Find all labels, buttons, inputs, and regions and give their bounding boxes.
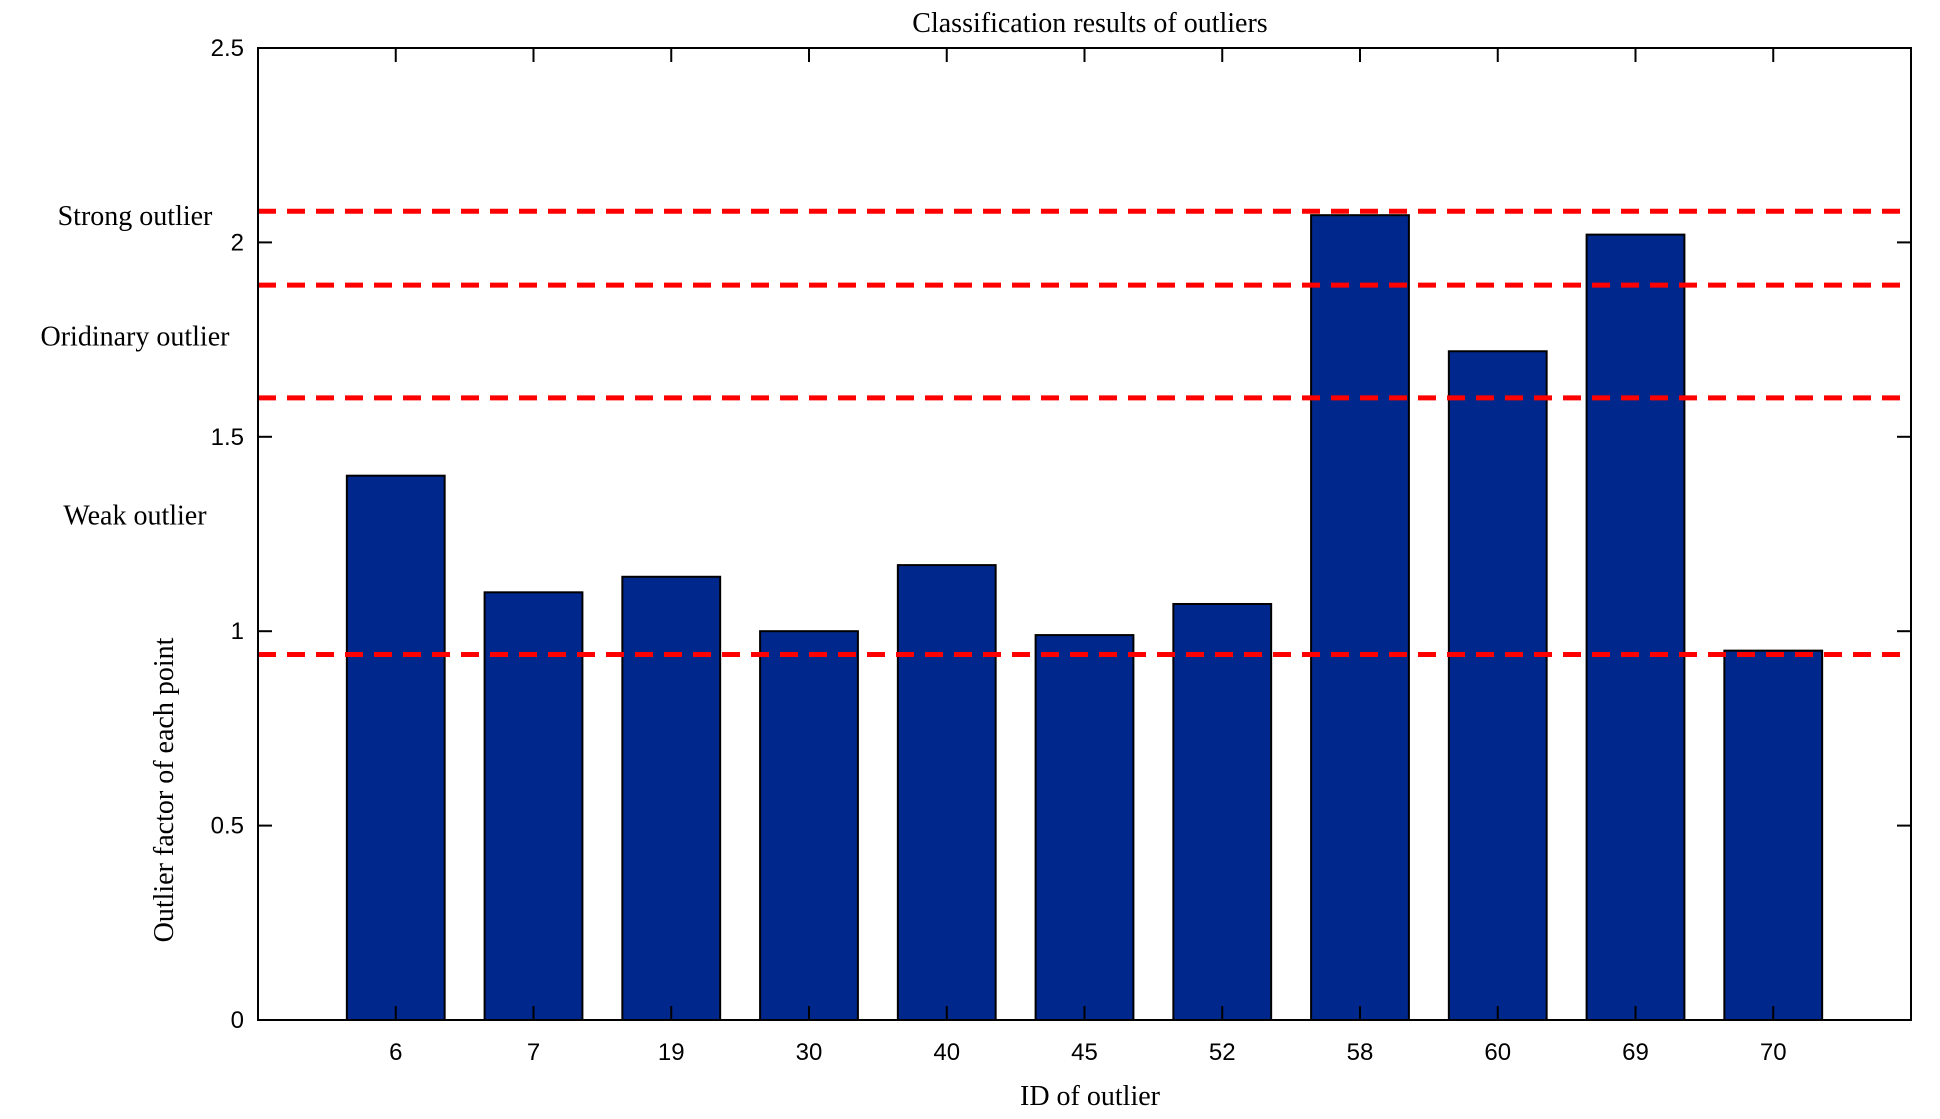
annotation-strong-outlier: Strong outlier [58,201,213,232]
bar-60 [1447,350,1548,1022]
x-tick-label: 58 [1347,1039,1374,1066]
annotation-oridinary-outlier: Oridinary outlier [41,322,231,353]
bar-52 [1172,602,1273,1021]
bar-40 [896,564,997,1021]
y-tick-label: 0 [231,1007,244,1034]
y-tick-label: 2 [231,229,244,256]
bar-6 [345,474,446,1021]
y-tick-label: 1 [231,618,244,645]
annotation-weak-outlier: Weak outlier [63,501,207,532]
y-tick-label: 2.5 [211,35,244,62]
bar-45 [1034,634,1135,1021]
x-tick-label: 52 [1209,1039,1236,1066]
bar-30 [759,630,859,1021]
chart-title: Classification results of outliers [912,8,1267,39]
y-axis-label: Outlier factor of each point [149,637,180,942]
bar-70 [1723,649,1824,1021]
x-tick-label: 60 [1484,1039,1511,1066]
x-tick-label: 7 [527,1039,540,1066]
bar-69 [1585,233,1686,1021]
x-axis-label: ID of outlier [1020,1081,1161,1112]
x-tick-label: 40 [933,1039,960,1066]
y-tick-label: 0.5 [211,813,244,840]
x-tick-label: 70 [1760,1039,1787,1066]
y-tick-label: 1.5 [211,424,244,451]
x-tick-label: 45 [1071,1039,1098,1066]
x-tick-label: 69 [1622,1039,1649,1066]
bar-58 [1310,214,1410,1021]
x-tick-label: 6 [389,1039,402,1066]
x-tick-label: 19 [658,1039,685,1066]
bar-7 [483,591,584,1021]
x-tick-label: 30 [796,1039,823,1066]
bar-19 [621,575,722,1021]
